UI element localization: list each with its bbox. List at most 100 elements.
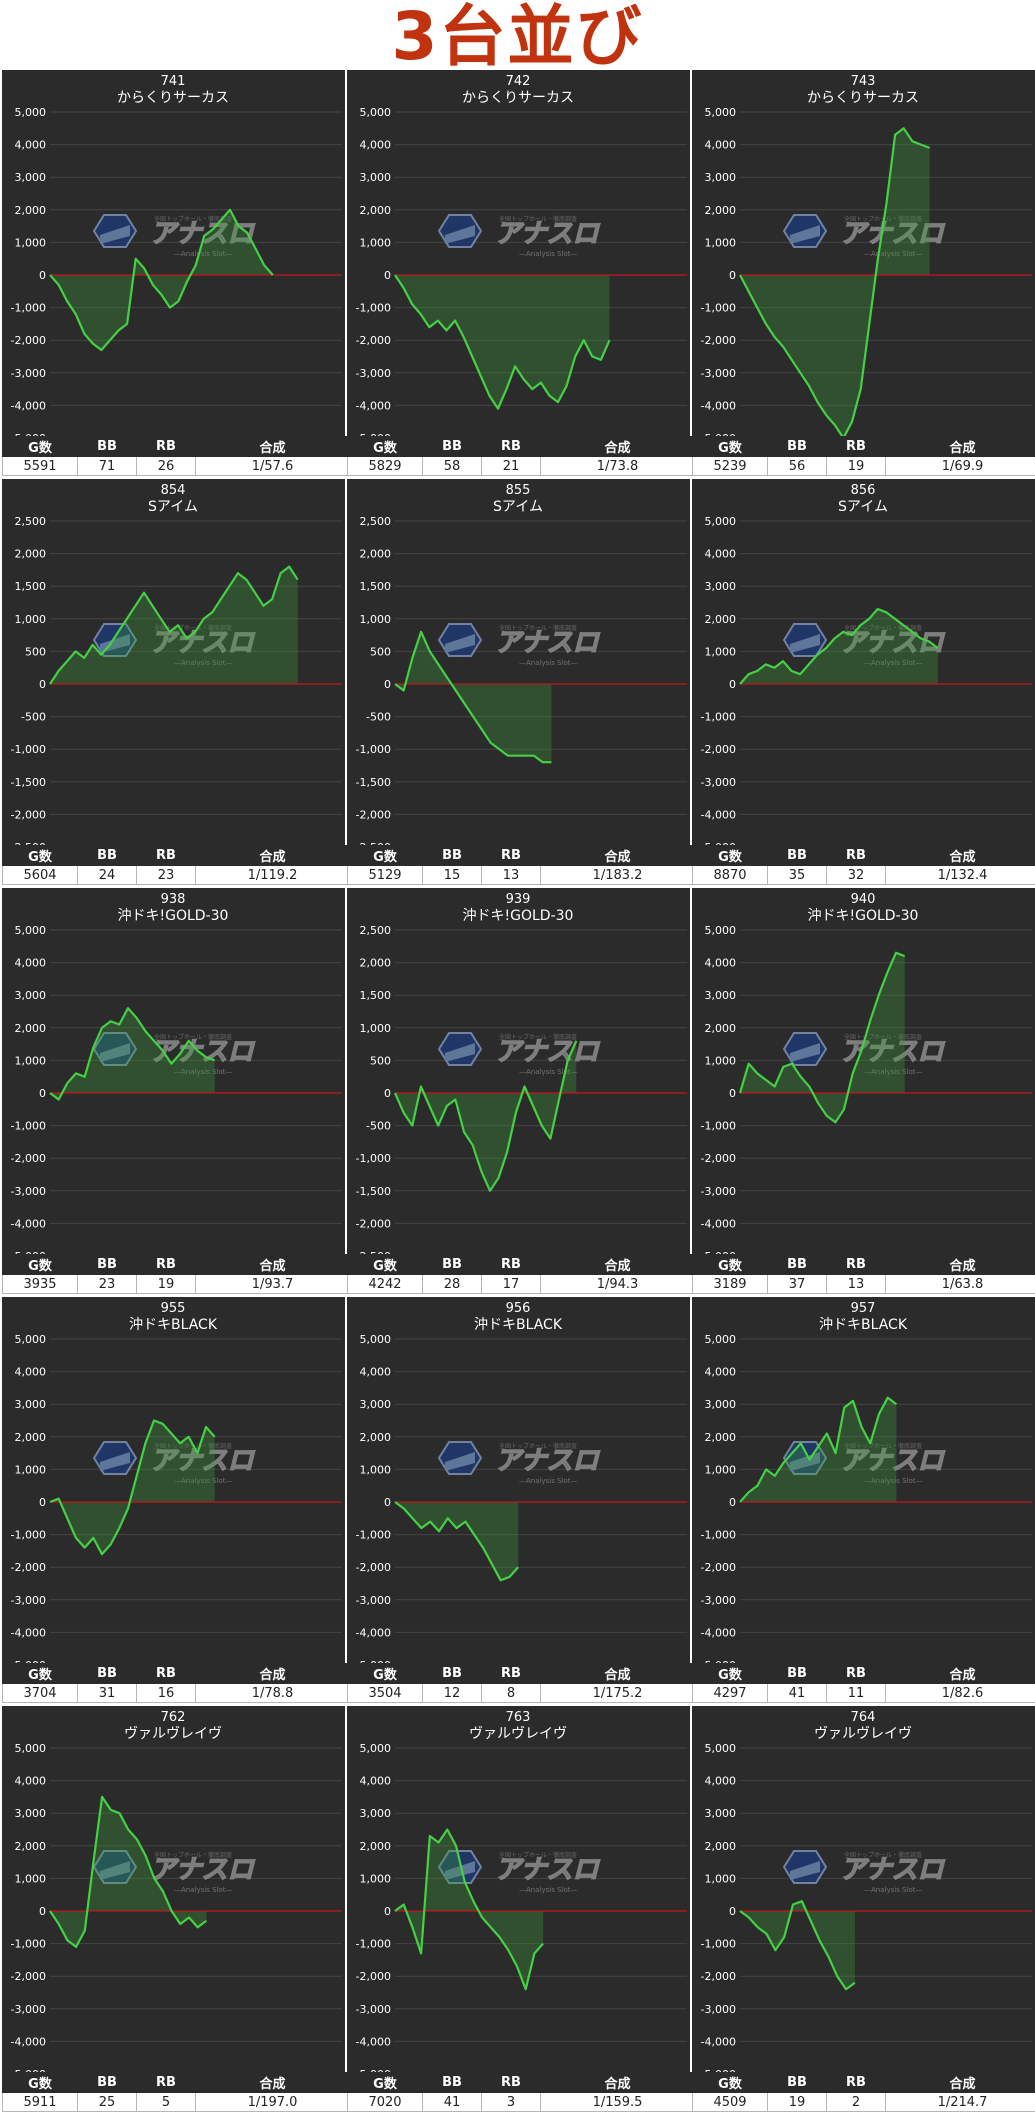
- stats-value-g: 5604: [2, 865, 78, 885]
- machine-number: 955: [161, 1301, 186, 1316]
- machine-model: からくりサーカス: [117, 90, 229, 106]
- y-tick-label: 1,000: [705, 1054, 737, 1067]
- y-tick-label: -1,000: [701, 1120, 736, 1133]
- y-tick-label: -2,000: [356, 334, 391, 347]
- stats-header-g: G数: [347, 2072, 423, 2093]
- series-area: [50, 1008, 215, 1100]
- y-tick-label: 1,000: [15, 236, 47, 249]
- machine-model: からくりサーカス: [462, 90, 574, 106]
- y-tick-label: -2,000: [356, 1970, 391, 1983]
- y-tick-label: 5,000: [15, 1742, 47, 1755]
- series-area: [395, 631, 552, 763]
- machine-panel-957: 5,000 4,000 3,000 2,000 1,000 0 -1,000 -2,000 -3…: [692, 1297, 1035, 1703]
- stats-value-bb: 15: [422, 865, 482, 885]
- y-tick-label: 5,000: [360, 106, 392, 119]
- y-tick-label: 0: [384, 1496, 391, 1509]
- series-line: [739, 1396, 898, 1503]
- stats-table: G数 BB RB 合成 5239 56 19 1/69.9: [692, 436, 1035, 476]
- y-tick-label: -2,000: [356, 1217, 391, 1230]
- y-tick-label: -1,500: [356, 1185, 391, 1198]
- y-tick-label: 3,000: [15, 171, 47, 184]
- stats-value-bb: 71: [77, 456, 137, 476]
- y-tick-label: 2,000: [705, 1022, 737, 1035]
- logo-stripe-icon: [445, 225, 475, 244]
- series-area: [740, 1397, 897, 1502]
- series-area: [740, 1901, 855, 1990]
- y-tick-label: 3,000: [360, 1398, 392, 1411]
- stats-value-g: 7020: [347, 2092, 423, 2112]
- stats-value-sum: 1/69.9: [885, 456, 1035, 476]
- y-tick-label: -4,000: [11, 399, 46, 412]
- machine-model: 沖ドキBLACK: [819, 1317, 908, 1333]
- y-tick-label: 1,500: [15, 580, 47, 593]
- y-tick-label: 500: [370, 645, 391, 658]
- series-line: [739, 127, 930, 440]
- y-tick-label: 2,500: [360, 515, 392, 528]
- y-tick-label: 1,000: [705, 236, 737, 249]
- stats-value-bb: 24: [77, 865, 137, 885]
- watermark-top-text: 全国トップホール・徹底調査: [844, 1851, 922, 1859]
- machine-number: 938: [161, 892, 186, 907]
- watermark-sub-text: —Analysis Slot—: [864, 1068, 922, 1076]
- y-tick-label: -1,000: [356, 743, 391, 756]
- y-tick-label: 1,000: [360, 1872, 392, 1885]
- watermark-top-text: 全国トップホール・徹底調査: [154, 1851, 232, 1859]
- watermark-text: アナスロ: [840, 219, 945, 249]
- logo-stripe-icon: [790, 634, 820, 653]
- stats-table: G数 BB RB 合成 5129 15 13 1/183.2: [347, 845, 695, 885]
- y-tick-label: 3,000: [15, 1398, 47, 1411]
- y-tick-label: 3,000: [15, 1807, 47, 1820]
- machine-model: 沖ドキBLACK: [474, 1317, 563, 1333]
- y-tick-label: 1,000: [705, 645, 737, 658]
- watermark-top-text: 全国トップホール・徹底調査: [154, 1033, 232, 1041]
- stats-value-rb: 13: [826, 1274, 886, 1294]
- watermark-top-text: 全国トップホール・徹底調査: [499, 1851, 577, 1859]
- stats-header-sum: 合成: [540, 845, 695, 866]
- y-tick-label: -3,000: [356, 2003, 391, 2016]
- watermark-text: アナスロ: [150, 1446, 255, 1476]
- y-tick-label: 4,000: [705, 1775, 737, 1788]
- watermark-text: アナスロ: [495, 1446, 600, 1476]
- y-tick-label: -4,000: [11, 1626, 46, 1639]
- y-tick-label: 2,000: [360, 204, 392, 217]
- y-tick-label: 2,000: [15, 1840, 47, 1853]
- machine-number: 742: [506, 74, 531, 89]
- stats-value-bb: 31: [77, 1683, 137, 1703]
- y-tick-label: 5,000: [360, 1742, 392, 1755]
- y-tick-label: 5,000: [15, 106, 47, 119]
- y-tick-label: -4,000: [701, 1626, 736, 1639]
- y-tick-label: 5,000: [705, 515, 737, 528]
- machine-panel-764: 5,000 4,000 3,000 2,000 1,000 0 -1,000 -2,000 -3…: [692, 1706, 1035, 2112]
- page-title: 3台並び: [391, 0, 644, 75]
- logo-stripe-icon: [100, 225, 130, 244]
- stats-header-rb: RB: [481, 1663, 541, 1684]
- chart-svg: 5,000 4,000 3,000 2,000 1,000 0 -1,000 -2,000 -3…: [11, 74, 342, 440]
- y-tick-label: -2,000: [701, 743, 736, 756]
- watermark-top-text: 全国トップホール・徹底調査: [499, 1442, 577, 1450]
- stats-value-rb: 2: [826, 2092, 886, 2112]
- y-tick-label: -2,000: [701, 334, 736, 347]
- y-tick-label: -1,000: [11, 1938, 46, 1951]
- y-tick-label: -1,000: [11, 743, 46, 756]
- y-tick-label: 4,000: [705, 548, 737, 561]
- y-tick-label: 4,000: [15, 1366, 47, 1379]
- y-tick-label: 3,000: [705, 580, 737, 593]
- chart-svg: 5,000 4,000 3,000 2,000 1,000 0 -1,000 -2,000 -3…: [11, 1710, 342, 2076]
- watermark-sub-text: —Analysis Slot—: [864, 1477, 922, 1485]
- stats-header-rb: RB: [136, 845, 196, 866]
- series-area: [395, 1829, 544, 1990]
- stats-header-rb: RB: [481, 1254, 541, 1275]
- stats-header-bb: BB: [77, 845, 137, 866]
- y-tick-label: 2,000: [15, 204, 47, 217]
- y-tick-label: -1,500: [11, 776, 46, 789]
- y-tick-label: -4,000: [11, 1217, 46, 1230]
- stats-value-bb: 35: [767, 865, 827, 885]
- y-tick-label: 0: [384, 1087, 391, 1100]
- stats-table: G数 BB RB 合成 5911 25 5 1/197.0: [2, 2072, 350, 2112]
- y-tick-label: -2,000: [356, 808, 391, 821]
- watermark-top-text: 全国トップホール・徹底調査: [844, 624, 922, 632]
- machine-model: 沖ドキ!GOLD-30: [463, 908, 574, 924]
